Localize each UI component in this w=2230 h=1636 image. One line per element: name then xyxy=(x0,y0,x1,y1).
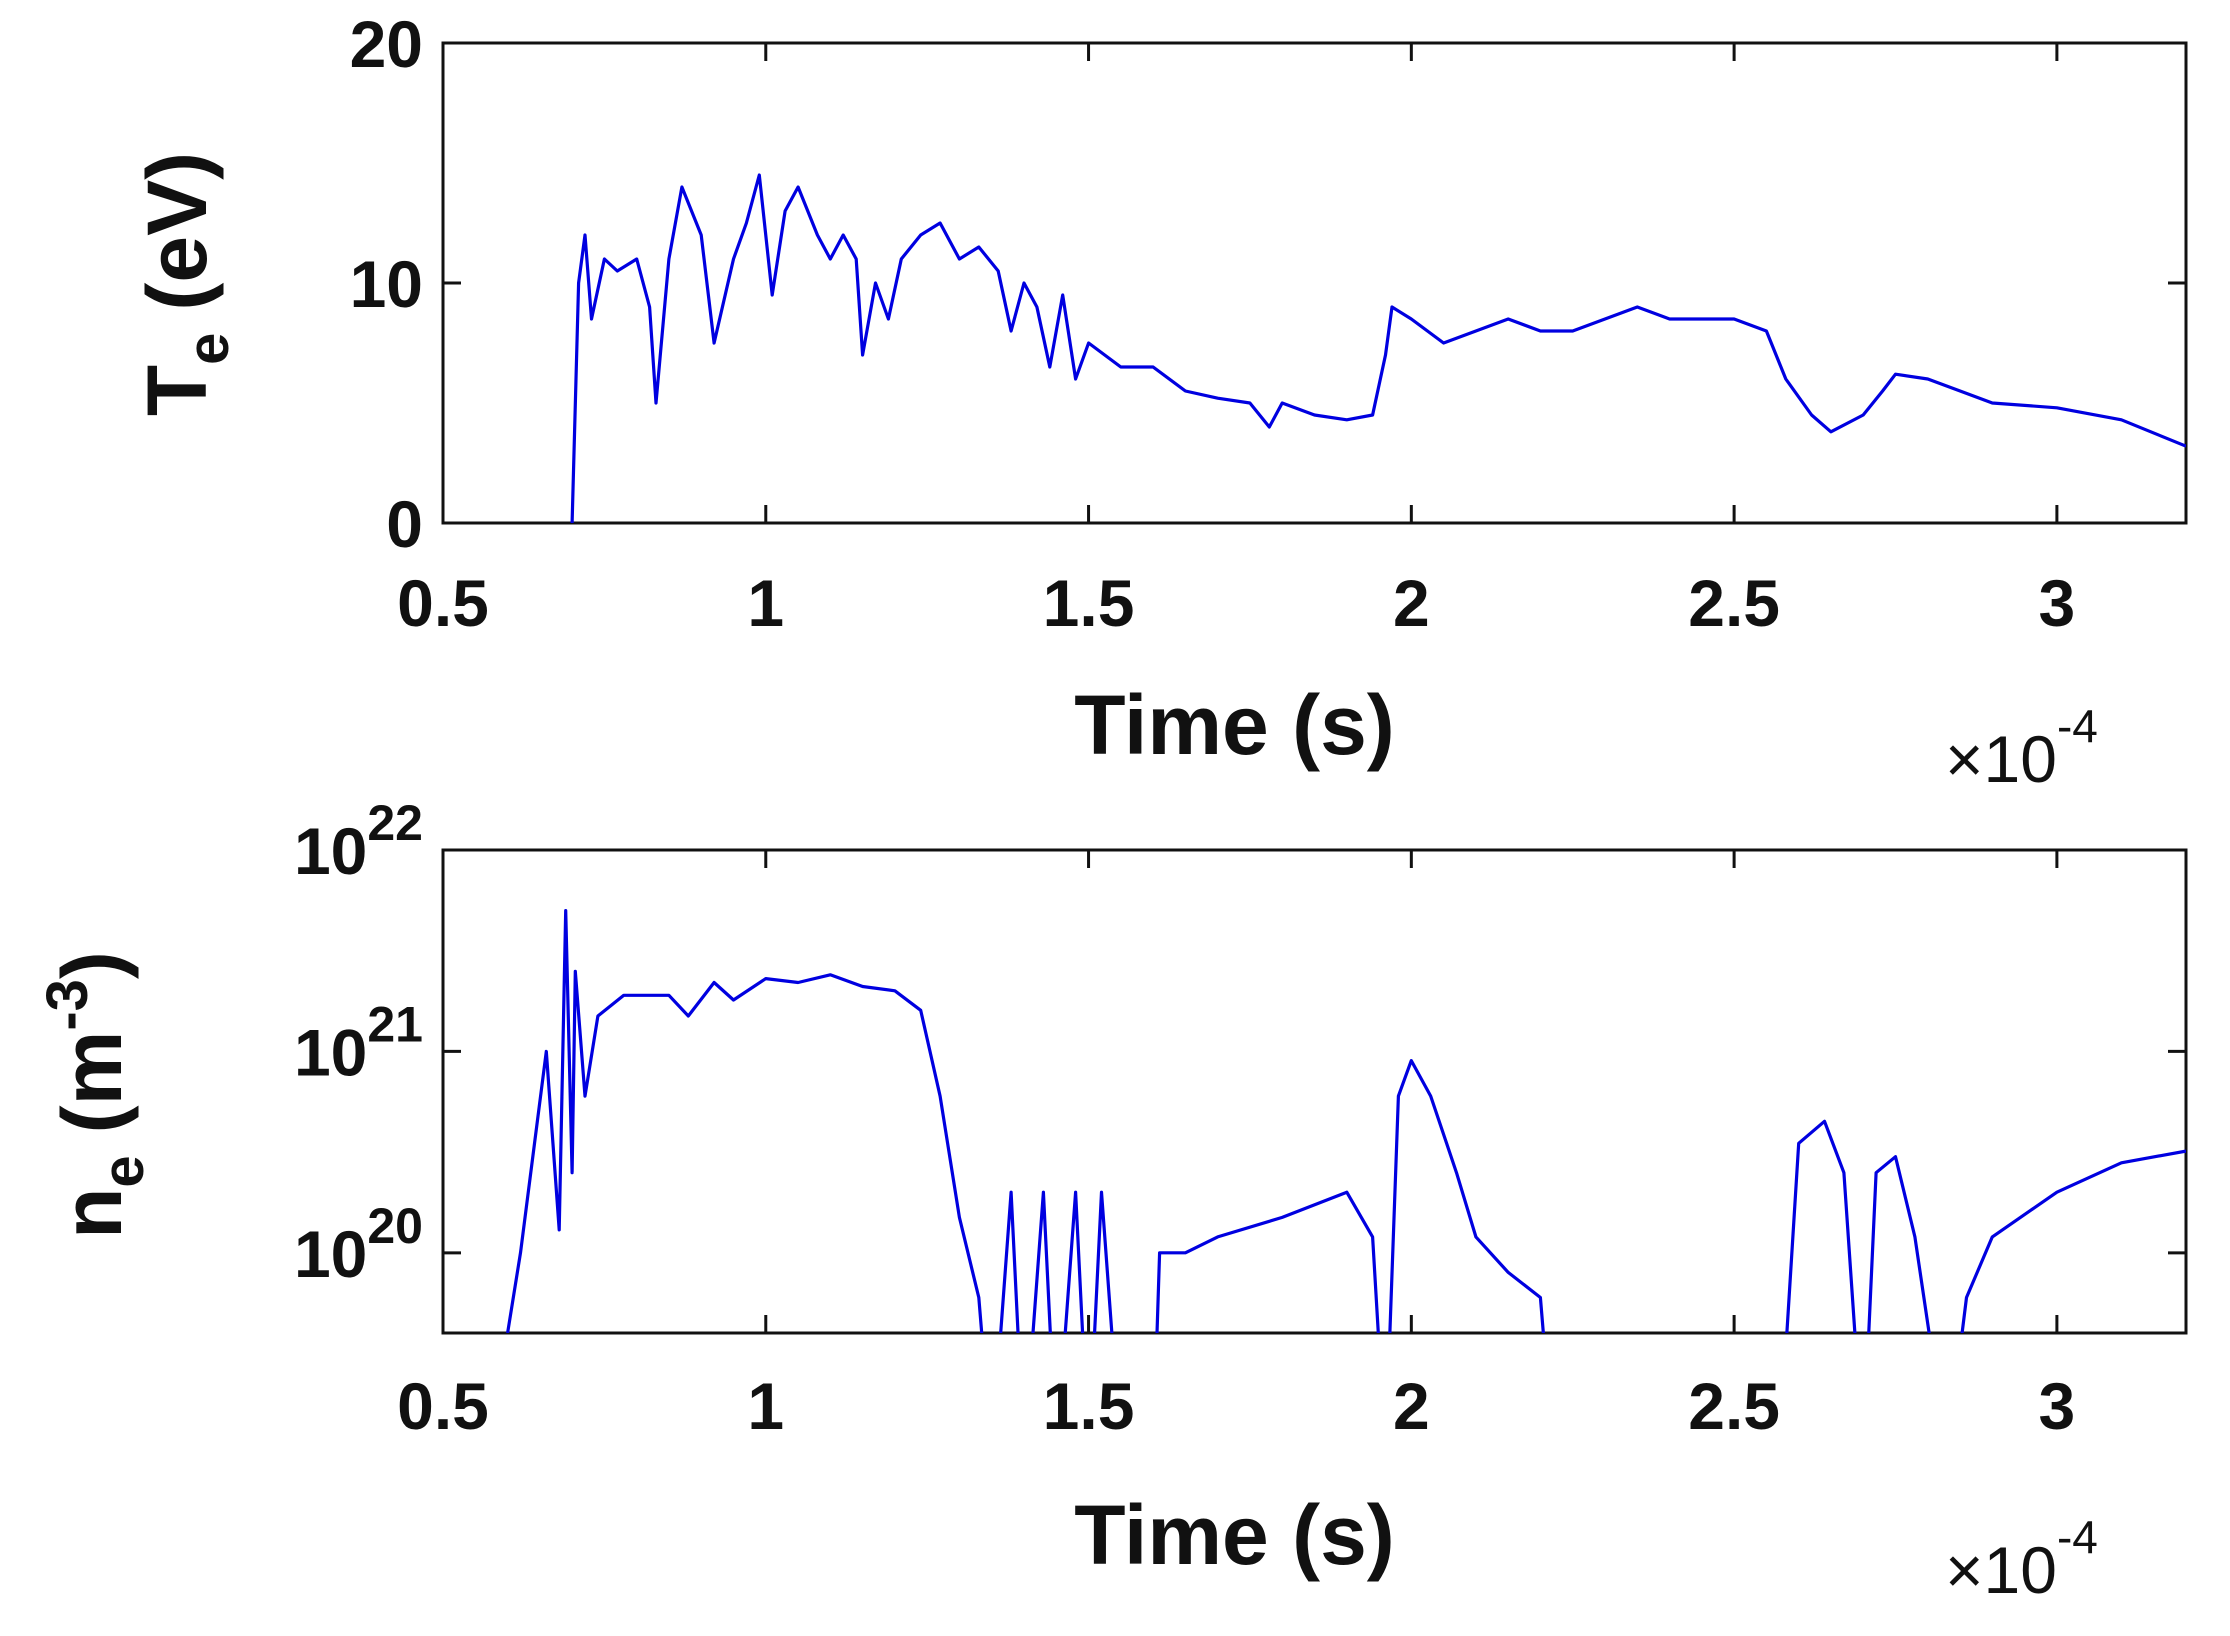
tick-exponent: 22 xyxy=(367,795,423,851)
y-title-superscript: -3 xyxy=(35,979,100,1031)
y-tick-label: 1020 xyxy=(294,1198,423,1291)
x-multiplier: ×10-4 xyxy=(1945,1511,2098,1607)
chart-panel: 0.5 1 1.5 2 2.5 3 0 10 20 Time (s) ×10-4 Te (eV) xyxy=(130,7,2188,796)
x-tick-label: 1.5 xyxy=(1043,566,1135,640)
x-axis-title: Time (s) xyxy=(1074,678,1395,772)
x-tick-label: 2 xyxy=(1393,1369,1430,1443)
x-tick-label: 2 xyxy=(1393,566,1430,640)
y-title-text: n xyxy=(45,1188,139,1239)
y-axis-title: Te (eV) xyxy=(130,152,241,416)
y-title-text: (eV) xyxy=(130,152,224,311)
y-title-text: ) xyxy=(45,951,139,979)
y-tick-label: 1022 xyxy=(294,795,423,888)
tick-base: 10 xyxy=(294,1015,367,1089)
multiplier-exponent: -4 xyxy=(2057,700,2098,752)
x-tick-label: 1.5 xyxy=(1043,1369,1135,1443)
y-title-subscript: e xyxy=(176,333,241,365)
x-tick-label: 1 xyxy=(747,1369,784,1443)
x-tick-label: 2.5 xyxy=(1688,1369,1780,1443)
y-tick-label: 1021 xyxy=(294,996,423,1089)
y-tick-label: 10 xyxy=(350,247,423,321)
x-tick-label: 0.5 xyxy=(397,566,489,640)
tick-exponent: 20 xyxy=(367,1198,423,1254)
plot-area xyxy=(441,41,2188,525)
y-tick-label: 20 xyxy=(350,7,423,81)
x-multiplier: ×10-4 xyxy=(1945,700,2098,796)
x-tick-label: 2.5 xyxy=(1688,566,1780,640)
x-tick-label: 3 xyxy=(2039,1369,2076,1443)
y-title-subscript: e xyxy=(91,1155,156,1187)
plot-area xyxy=(441,848,2188,1335)
x-tick-label: 1 xyxy=(747,566,784,640)
multiplier-base: ×10 xyxy=(1945,1533,2057,1607)
x-tick-label: 3 xyxy=(2039,566,2076,640)
multiplier-base: ×10 xyxy=(1945,722,2057,796)
tick-base: 10 xyxy=(294,1217,367,1291)
y-tick-label: 0 xyxy=(386,487,423,561)
tick-exponent: 21 xyxy=(367,996,423,1052)
data-line xyxy=(570,173,2186,523)
x-tick-label: 0.5 xyxy=(397,1369,489,1443)
data-line xyxy=(506,909,2186,1333)
multiplier-exponent: -4 xyxy=(2057,1511,2098,1563)
y-title-text: T xyxy=(130,365,224,416)
x-axis-title: Time (s) xyxy=(1074,1488,1395,1582)
y-axis-title: ne (m-3) xyxy=(35,951,156,1239)
tick-base: 10 xyxy=(294,814,367,888)
y-title-text: (m xyxy=(45,1031,139,1134)
